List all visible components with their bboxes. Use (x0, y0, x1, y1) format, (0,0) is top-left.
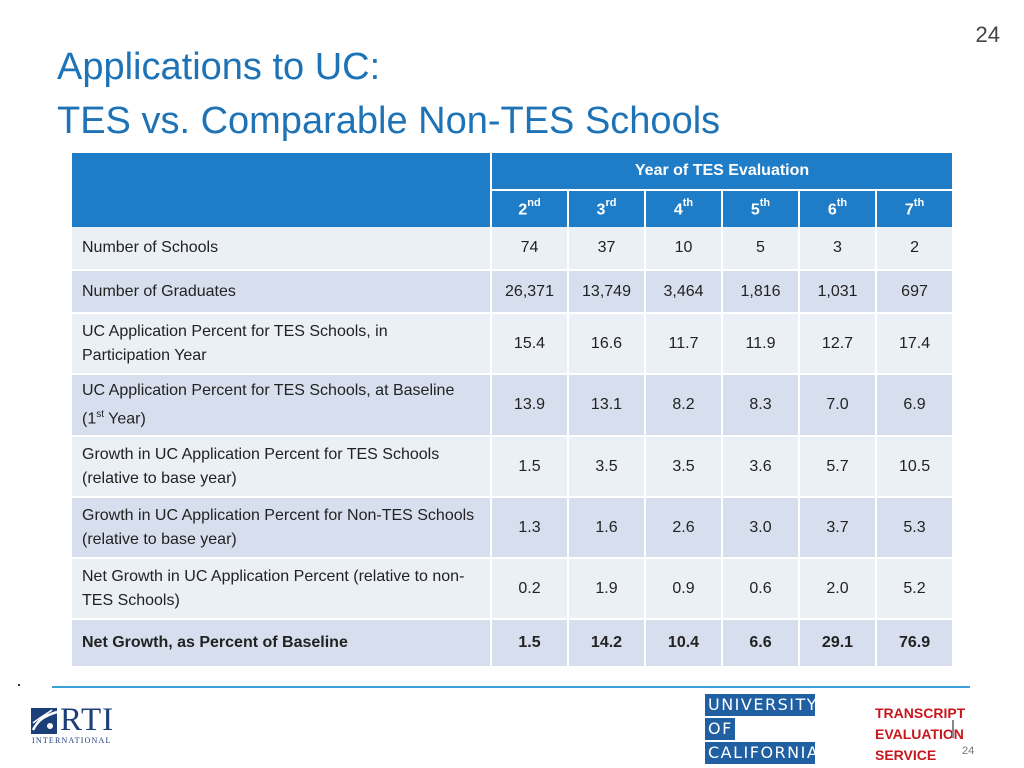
year-header-7: 7th (876, 190, 952, 227)
table-row-non-tes-growth: Growth in UC Application Percent for Non… (72, 497, 952, 558)
table-cell: 6.9 (876, 374, 952, 436)
uc-logo: UNIVERSITY OF CALIFORNIA (705, 694, 817, 766)
year-header-3: 3rd (568, 190, 645, 227)
table-cell: 0.6 (722, 558, 799, 619)
table-cell: 12.7 (799, 313, 876, 374)
rti-logo: RTI INTERNATIONAL (30, 706, 120, 746)
uc-logo-line: UNIVERSITY (705, 694, 815, 716)
table-cell: 29.1 (799, 619, 876, 667)
year-header-5: 5th (722, 190, 799, 227)
table-cell: 6.6 (722, 619, 799, 667)
table-row-tes-baseline: UC Application Percent for TES Schools, … (72, 374, 952, 436)
table-cell: 13.1 (568, 374, 645, 436)
table-cell: 3.6 (722, 436, 799, 497)
table-cell: 0.2 (491, 558, 568, 619)
table-cell: 10.5 (876, 436, 952, 497)
table-cell: 26,371 (491, 270, 568, 313)
header-row-group: Year of TES Evaluation (72, 153, 952, 190)
table-cell: 0.9 (645, 558, 722, 619)
table-cell: 3.7 (799, 497, 876, 558)
table-row-net-growth-percent: Net Growth, as Percent of Baseline 1.5 1… (72, 619, 952, 667)
rti-subtitle: INTERNATIONAL (32, 736, 112, 745)
table-cell: 3.0 (722, 497, 799, 558)
table-cell: 5.7 (799, 436, 876, 497)
table-cell: 3,464 (645, 270, 722, 313)
table-row-number-of-schools: Number of Schools 74 37 10 5 3 2 (72, 227, 952, 270)
page-number: 24 (976, 22, 1000, 48)
table-cell: 37 (568, 227, 645, 270)
footer-divider (52, 686, 970, 688)
row-label: Growth in UC Application Percent for Non… (72, 497, 491, 558)
table-cell: 7.0 (799, 374, 876, 436)
tes-logo-line: SERVICE (875, 745, 965, 766)
table-cell: 3.5 (645, 436, 722, 497)
table-row-tes-growth: Growth in UC Application Percent for TES… (72, 436, 952, 497)
year-header-2: 2nd (491, 190, 568, 227)
table-row-net-growth: Net Growth in UC Application Percent (re… (72, 558, 952, 619)
header-blank-cell (72, 153, 491, 227)
table-cell: 2.6 (645, 497, 722, 558)
table-cell: 1.6 (568, 497, 645, 558)
table-cell: 3.5 (568, 436, 645, 497)
table-cell: 8.2 (645, 374, 722, 436)
table-cell: 74 (491, 227, 568, 270)
table-cell: 1.3 (491, 497, 568, 558)
table-cell: 2 (876, 227, 952, 270)
table-cell: 17.4 (876, 313, 952, 374)
table-cell: 5.3 (876, 497, 952, 558)
page-title: Applications to UC: TES vs. Comparable N… (57, 40, 720, 148)
row-label: UC Application Percent for TES Schools, … (72, 374, 491, 436)
footer-separator (952, 720, 954, 738)
row-label: Number of Graduates (72, 270, 491, 313)
year-group-header: Year of TES Evaluation (491, 153, 952, 190)
results-table: Year of TES Evaluation 2nd 3rd 4th 5th 6… (72, 153, 952, 668)
year-header-6: 6th (799, 190, 876, 227)
table-row-tes-participation: UC Application Percent for TES Schools, … (72, 313, 952, 374)
table-cell: 1.5 (491, 619, 568, 667)
table-cell: 15.4 (491, 313, 568, 374)
row-label: Growth in UC Application Percent for TES… (72, 436, 491, 497)
row-label: Net Growth in UC Application Percent (re… (72, 558, 491, 619)
table-cell: 16.6 (568, 313, 645, 374)
table-cell: 1.9 (568, 558, 645, 619)
row-label: UC Application Percent for TES Schools, … (72, 313, 491, 374)
title-line-2: TES vs. Comparable Non-TES Schools (57, 94, 720, 148)
table-cell: 13.9 (491, 374, 568, 436)
title-line-1: Applications to UC: (57, 40, 720, 94)
table-cell: 5 (722, 227, 799, 270)
row-label: Number of Schools (72, 227, 491, 270)
footer-page-number: 24 (962, 745, 974, 757)
year-header-4: 4th (645, 190, 722, 227)
table-cell: 11.7 (645, 313, 722, 374)
table-cell: 10.4 (645, 619, 722, 667)
uc-logo-line: OF (705, 718, 735, 740)
table-cell: 1.5 (491, 436, 568, 497)
table-row-number-of-graduates: Number of Graduates 26,371 13,749 3,464 … (72, 270, 952, 313)
table-cell: 697 (876, 270, 952, 313)
row-label: Net Growth, as Percent of Baseline (72, 619, 491, 667)
table-cell: 76.9 (876, 619, 952, 667)
uc-logo-line: CALIFORNIA (705, 742, 815, 764)
rti-wordmark: RTI (60, 702, 114, 738)
table-cell: 11.9 (722, 313, 799, 374)
table-cell: 10 (645, 227, 722, 270)
table-cell: 1,816 (722, 270, 799, 313)
table-cell: 13,749 (568, 270, 645, 313)
stray-dot (18, 684, 20, 686)
table-cell: 5.2 (876, 558, 952, 619)
table-cell: 1,031 (799, 270, 876, 313)
table-cell: 2.0 (799, 558, 876, 619)
table-cell: 3 (799, 227, 876, 270)
table-cell: 8.3 (722, 374, 799, 436)
rti-globe-icon (30, 706, 60, 736)
table-cell: 14.2 (568, 619, 645, 667)
